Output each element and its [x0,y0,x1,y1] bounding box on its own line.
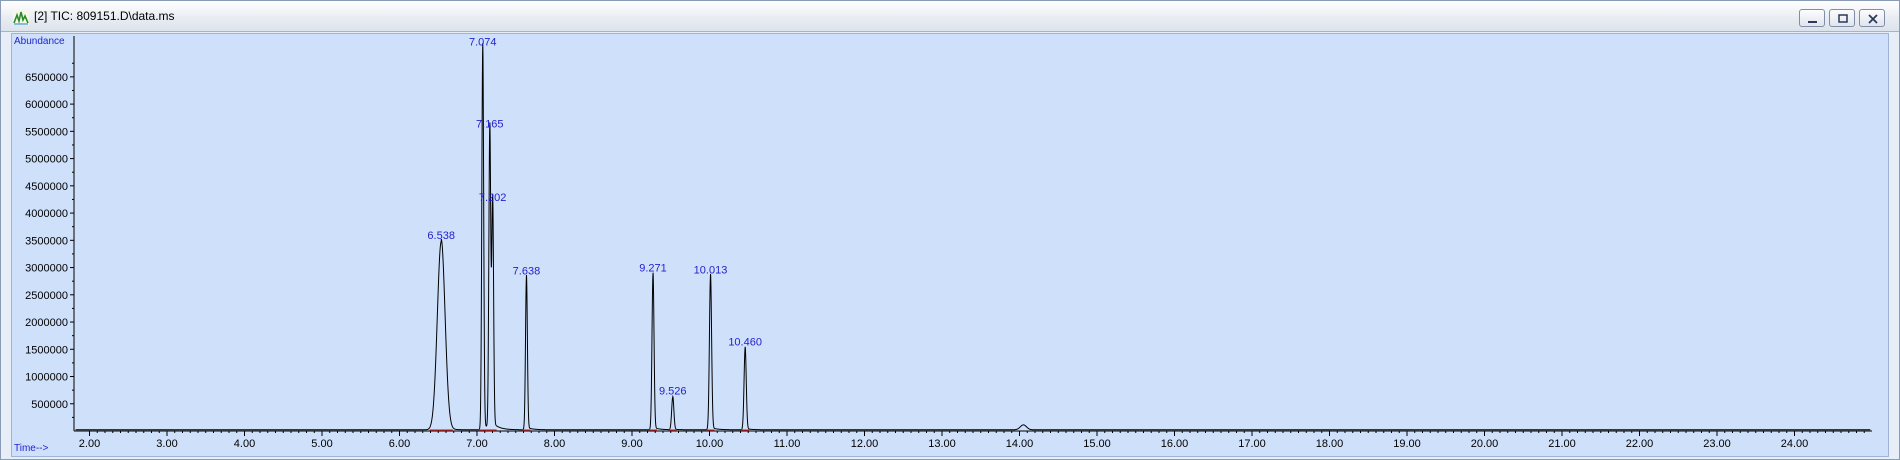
peak-label[interactable]: 9.271 [639,263,667,275]
x-tick-label: 9.00 [621,438,642,450]
peak-label[interactable]: 9.526 [659,385,687,397]
y-tick-label: 500000 [31,399,68,411]
close-button[interactable] [1859,9,1885,27]
y-tick-label: 3500000 [25,235,68,247]
x-tick-label: 3.00 [156,438,177,450]
x-tick-label: 8.00 [544,438,565,450]
x-tick-label: 5.00 [311,438,332,450]
y-tick-label: 6500000 [25,72,68,84]
x-tick-label: 10.00 [696,438,724,450]
chromatogram-plot-area[interactable]: Abundance Time--> 500000 1000000 1500000 2000… [11,33,1889,457]
x-tick-label: 11.00 [774,438,801,450]
y-tick-label: 5500000 [25,126,68,138]
x-tick-label: 24.00 [1781,438,1809,450]
x-tick-label: 4.00 [234,438,255,450]
peak-label[interactable]: 7.074 [469,37,497,49]
x-tick-label: 7.00 [466,438,487,450]
x-tick-label: 6.00 [389,438,410,450]
y-tick-label: 2000000 [25,317,68,329]
x-tick-label: 20.00 [1471,438,1499,450]
x-tick-label: 21.00 [1548,438,1576,450]
x-tick-label: 22.00 [1626,438,1654,450]
minimize-icon [1808,21,1817,23]
x-tick-label: 14.00 [1006,438,1034,450]
x-tick-label: 12.00 [851,438,879,450]
y-tick-label: 4500000 [25,181,68,193]
y-tick-label: 3000000 [25,263,68,275]
y-tick-label: 1000000 [25,372,68,384]
peak-label[interactable]: 6.538 [427,230,455,242]
x-tick-label: 15.00 [1083,438,1111,450]
peak-label[interactable]: 7.165 [476,118,504,130]
y-tick-label: 5000000 [25,154,68,166]
window-title: [2] TIC: 809151.D\data.ms [34,9,175,23]
chromatogram-app-icon [13,9,29,25]
restore-button[interactable] [1829,9,1855,27]
peak-label[interactable]: 7.638 [513,265,541,277]
x-tick-label: 18.00 [1316,438,1344,450]
x-axis-title: Time--> [14,443,49,454]
y-tick-label: 1500000 [25,344,68,356]
tic-chromatogram-chart[interactable]: Abundance Time--> 500000 1000000 1500000 2000… [12,34,1888,456]
minimize-button[interactable] [1799,9,1825,27]
peak-label[interactable]: 7.202 [479,192,507,204]
y-tick-label: 2500000 [25,290,68,302]
x-tick-label: 16.00 [1161,438,1189,450]
x-tick-label: 23.00 [1703,438,1731,450]
x-tick-label: 2.00 [79,438,100,450]
peak-label[interactable]: 10.460 [728,336,762,348]
x-tick-label: 17.00 [1238,438,1266,450]
window-titlebar[interactable]: [2] TIC: 809151.D\data.ms [1,1,1899,32]
y-tick-label: 6000000 [25,99,68,111]
x-tick-label: 19.00 [1393,438,1421,450]
x-tick-label: 13.00 [928,438,956,450]
restore-icon [1838,14,1848,23]
tic-trace-line [75,43,1871,431]
y-tick-label: 4000000 [25,208,68,220]
peak-label[interactable]: 10.013 [694,264,728,276]
y-axis-title: Abundance [14,36,65,47]
close-icon [1868,14,1878,24]
